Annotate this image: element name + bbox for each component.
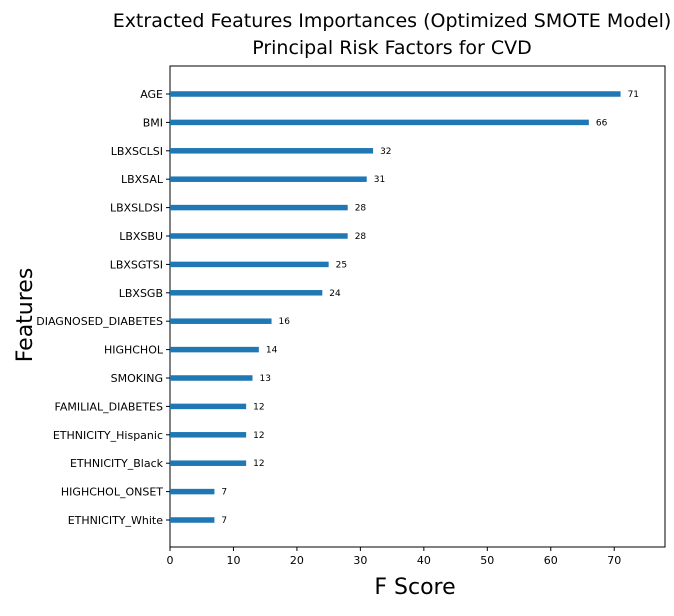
y-tick-label: ETHNICITY_Black	[70, 457, 164, 470]
y-tick-label: HIGHCHOL	[104, 344, 164, 357]
y-tick-label: AGE	[140, 88, 163, 101]
x-tick-label: 40	[417, 554, 431, 567]
y-tick-label: FAMILIAL_DIABETES	[55, 400, 164, 413]
data-label: 7	[221, 488, 227, 498]
bar	[170, 119, 589, 126]
bar	[170, 346, 259, 353]
y-tick-label: LBXSBU	[119, 230, 163, 243]
y-tick-label: LBXSGTSI	[110, 258, 163, 271]
bar	[170, 91, 621, 97]
bar	[170, 403, 247, 410]
data-label: 13	[260, 374, 271, 384]
chart-title: Extracted Features Importances (Optimize…	[113, 10, 672, 32]
bar	[170, 290, 323, 296]
data-label: 31	[374, 175, 385, 185]
y-axis-label: Features	[13, 268, 38, 363]
x-tick-label: 10	[226, 554, 240, 567]
x-axis-label: F Score	[374, 575, 455, 600]
data-label: 16	[279, 317, 291, 327]
data-label: 32	[380, 147, 391, 157]
data-label: 24	[329, 289, 341, 299]
data-label: 12	[253, 459, 264, 469]
bar	[170, 318, 272, 324]
bar	[170, 432, 247, 438]
y-tick-label: LBXSAL	[121, 173, 164, 186]
bar	[170, 261, 329, 268]
data-label: 71	[628, 90, 639, 100]
bar	[170, 204, 348, 211]
y-tick-label: BMI	[143, 116, 163, 129]
bar	[170, 517, 215, 523]
data-label: 12	[253, 431, 264, 441]
y-tick-label: DIAGNOSED_DIABETES	[36, 315, 163, 328]
bar	[170, 148, 374, 154]
data-label: 66	[596, 118, 608, 128]
bar	[170, 176, 367, 182]
x-tick-label: 0	[167, 554, 174, 567]
ticks-group: AGE BMI LBXSCLSI LBXSAL LBXSLDSI LBXSBU LBXSGT…	[36, 88, 621, 567]
x-tick-label: 30	[353, 554, 367, 567]
y-tick-label: LBXSLDSI	[110, 202, 163, 215]
x-tick-label: 50	[480, 554, 494, 567]
y-tick-label: SMOKING	[111, 372, 163, 385]
chart-subtitle: Principal Risk Factors for CVD	[252, 37, 532, 59]
x-tick-label: 20	[290, 554, 304, 567]
bar	[170, 488, 215, 495]
data-label: 28	[355, 232, 367, 242]
bars-group: 71 66 32 31 28 28 25 24 16 14 13 12 12 12 7 7	[170, 90, 639, 526]
data-label: 28	[355, 204, 367, 214]
y-tick-label: HIGHCHOL_ONSET	[61, 486, 163, 499]
bar	[170, 460, 247, 466]
bar	[170, 233, 348, 239]
x-tick-label: 70	[607, 554, 621, 567]
data-label: 12	[253, 402, 264, 412]
y-tick-label: ETHNICITY_Hispanic	[53, 429, 163, 442]
y-tick-label: ETHNICITY_White	[68, 514, 163, 527]
bar	[170, 375, 253, 381]
plot-frame	[169, 65, 666, 548]
data-label: 7	[221, 516, 227, 526]
x-tick-label: 60	[544, 554, 558, 567]
data-label: 14	[266, 346, 278, 356]
y-tick-label: LBXSCLSI	[111, 145, 163, 158]
y-tick-label: LBXSGB	[119, 287, 163, 300]
data-label: 25	[336, 260, 347, 270]
